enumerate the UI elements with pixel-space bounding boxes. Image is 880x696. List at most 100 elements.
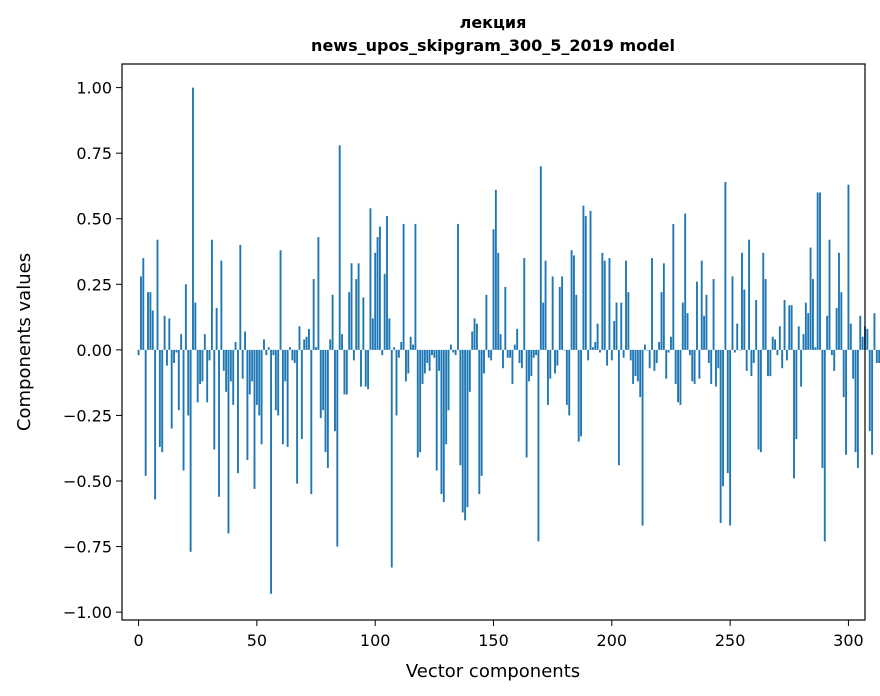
bar-178 xyxy=(558,286,561,350)
bar-218 xyxy=(653,349,656,371)
bar-244 xyxy=(714,349,717,387)
bar-81 xyxy=(329,339,332,350)
bar-164 xyxy=(525,349,528,458)
bar-1 xyxy=(139,276,142,350)
bar-138 xyxy=(464,349,467,521)
bar-18 xyxy=(180,334,183,350)
bar-296 xyxy=(838,252,840,350)
bar-197 xyxy=(603,260,606,350)
bar-240 xyxy=(705,294,708,350)
bar-188 xyxy=(582,205,585,350)
bar-170 xyxy=(539,166,542,350)
bar-154 xyxy=(502,349,504,369)
bar-47 xyxy=(248,349,251,395)
bar-305 xyxy=(859,315,862,350)
bar-7 xyxy=(154,349,157,500)
bar-80 xyxy=(326,349,329,468)
bar-114 xyxy=(407,349,410,374)
bar-128 xyxy=(440,349,443,495)
bar-260 xyxy=(752,349,755,363)
bar-176 xyxy=(554,349,556,374)
bar-74 xyxy=(312,279,315,350)
bar-86 xyxy=(341,334,343,350)
bar-149 xyxy=(490,349,493,361)
bar-53 xyxy=(263,339,265,350)
bar-283 xyxy=(807,313,810,350)
bar-281 xyxy=(802,334,805,350)
bar-286 xyxy=(814,347,817,350)
bar-206 xyxy=(625,260,627,350)
bar-129 xyxy=(442,349,445,502)
x-axis-ticks: 0 50 100 150 200 250 300 xyxy=(133,620,864,650)
bar-199 xyxy=(608,258,611,350)
bar-299 xyxy=(845,349,848,455)
bar-78 xyxy=(322,349,325,411)
bar-3 xyxy=(144,349,147,476)
bar-265 xyxy=(764,279,767,350)
bar-116 xyxy=(412,344,414,350)
bar-135 xyxy=(457,223,459,350)
bar-28 xyxy=(203,334,206,350)
bar-40 xyxy=(232,349,235,405)
bar-155 xyxy=(504,286,507,350)
bar-272 xyxy=(781,349,784,369)
bar-293 xyxy=(830,349,833,356)
bar-282 xyxy=(804,302,807,350)
y-tick-label: 0.00 xyxy=(76,341,112,360)
bar-172 xyxy=(544,260,547,350)
bar-214 xyxy=(643,344,646,350)
bar-97 xyxy=(367,349,370,390)
y-tick-label: 1.00 xyxy=(76,79,112,98)
bar-273 xyxy=(783,300,786,350)
bar-136 xyxy=(459,349,462,466)
bar-270 xyxy=(776,349,779,356)
bar-5 xyxy=(149,292,152,350)
bar-143 xyxy=(475,323,478,350)
bar-211 xyxy=(636,349,639,382)
bar-124 xyxy=(431,349,433,356)
bar-127 xyxy=(438,349,441,371)
bar-258 xyxy=(748,239,750,350)
bar-59 xyxy=(277,349,280,416)
bar-31 xyxy=(210,239,213,350)
bar-8 xyxy=(156,239,159,350)
bar-109 xyxy=(395,349,398,416)
bar-174 xyxy=(549,349,552,379)
bar-130 xyxy=(445,349,448,445)
bar-159 xyxy=(513,344,516,350)
bar-231 xyxy=(684,213,687,350)
bar-120 xyxy=(421,349,424,384)
bar-94 xyxy=(360,349,362,387)
bar-300 xyxy=(847,184,850,350)
bar-241 xyxy=(707,349,710,363)
bar-180 xyxy=(563,349,566,351)
bars-group xyxy=(137,87,880,594)
bar-137 xyxy=(461,349,464,513)
bar-303 xyxy=(854,349,857,453)
bar-259 xyxy=(750,349,753,377)
bar-285 xyxy=(812,279,814,350)
bar-196 xyxy=(601,252,604,350)
bar-110 xyxy=(397,349,400,358)
bar-101 xyxy=(376,237,379,350)
bar-117 xyxy=(414,223,417,350)
bar-113 xyxy=(405,349,407,382)
bar-17 xyxy=(177,349,180,411)
bar-69 xyxy=(300,349,303,440)
bar-56 xyxy=(270,349,273,594)
bar-227 xyxy=(674,349,677,384)
bar-229 xyxy=(679,349,682,405)
bar-2 xyxy=(142,258,145,350)
bar-220 xyxy=(658,342,661,350)
y-tick-label: −1.00 xyxy=(63,603,112,622)
bar-26 xyxy=(199,349,202,384)
bar-202 xyxy=(615,302,618,350)
bar-280 xyxy=(800,349,803,387)
bar-266 xyxy=(767,349,769,377)
bar-16 xyxy=(175,349,178,353)
bar-252 xyxy=(733,349,736,353)
bar-246 xyxy=(719,349,722,523)
bar-104 xyxy=(383,273,386,350)
bar-223 xyxy=(665,349,668,379)
bar-309 xyxy=(868,349,871,432)
